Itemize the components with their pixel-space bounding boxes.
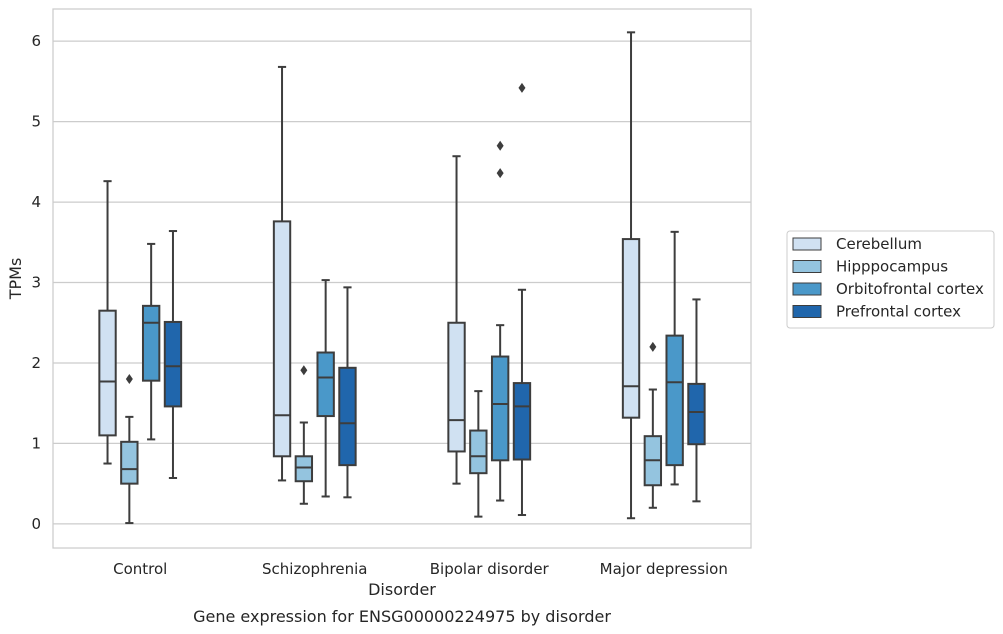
outlier-point — [300, 365, 308, 376]
x-axis-ticks: Control Schizophrenia Bipolar disorder Majo… — [113, 560, 728, 578]
y-tick-label: 0 — [31, 515, 41, 533]
legend-frame — [786, 230, 995, 329]
outlier-point — [125, 374, 133, 385]
y-tick-label: 2 — [31, 354, 41, 372]
box-plot — [447, 155, 466, 485]
y-tick-label: 4 — [31, 193, 41, 211]
legend-label: Orbitofrontal cortex — [836, 280, 984, 298]
box-plot — [643, 341, 663, 509]
legend-swatch — [792, 305, 822, 318]
box-plot — [294, 365, 314, 505]
box-plot — [621, 31, 641, 520]
box-plot — [338, 286, 357, 499]
x-tick-label: Bipolar disorder — [430, 560, 550, 578]
boxes — [98, 31, 706, 525]
box-body — [621, 238, 641, 419]
box-plot — [98, 180, 117, 465]
legend-label: Cerebellum — [836, 235, 922, 253]
box-body — [512, 382, 532, 461]
legend-label: Prefrontal cortex — [836, 303, 961, 321]
legend-swatch — [792, 260, 822, 273]
box-body — [141, 304, 161, 382]
plot-area-frame — [52, 8, 752, 549]
chart-caption: Gene expression for ENSG00000224975 by d… — [193, 607, 611, 626]
outlier-point — [518, 82, 526, 93]
legend-swatch — [792, 282, 822, 296]
box-plot — [316, 279, 335, 498]
box-plot — [469, 390, 488, 518]
legend-item: Prefrontal cortex — [792, 303, 961, 321]
y-tick-label: 6 — [31, 32, 41, 50]
legend-swatch — [792, 237, 822, 251]
outlier-point — [496, 140, 504, 151]
box-plot — [665, 230, 684, 486]
outlier-point — [496, 168, 504, 179]
box-plot — [163, 230, 183, 480]
legend-item: Cerebellum — [792, 235, 922, 253]
box-body — [490, 355, 510, 462]
box-body — [294, 455, 314, 483]
box-plot — [490, 140, 510, 502]
box-body — [98, 309, 117, 437]
box-body — [316, 351, 335, 418]
box-plot — [512, 82, 532, 517]
box-body — [338, 366, 357, 467]
box-body — [687, 382, 706, 446]
y-tick-label: 5 — [31, 113, 41, 131]
box-body — [272, 220, 292, 458]
box-body — [469, 429, 488, 475]
x-tick-label: Schizophrenia — [262, 560, 367, 578]
box-plot — [687, 298, 706, 503]
x-axis-label: Disorder — [368, 580, 436, 599]
legend: Cerebellum Hipppocampus Orbitofrontal cort… — [786, 230, 995, 329]
box-plot — [272, 65, 292, 482]
legend-label: Hipppocampus — [836, 258, 948, 276]
box-body — [120, 440, 139, 485]
y-tick-label: 1 — [31, 434, 41, 452]
legend-item: Orbitofrontal cortex — [792, 280, 984, 298]
x-tick-label: Major depression — [600, 560, 728, 578]
x-tick-label: Control — [113, 560, 167, 578]
box-body — [665, 334, 684, 467]
y-axis-label: TPMs — [6, 258, 25, 301]
y-axis-ticks: 0 1 2 3 4 5 6 — [31, 32, 41, 533]
legend-item: Hipppocampus — [792, 258, 948, 276]
y-tick-label: 3 — [31, 274, 41, 292]
box-plot — [141, 242, 161, 441]
box-body — [163, 320, 183, 408]
box-body — [447, 321, 466, 453]
outlier-point — [649, 341, 657, 352]
box-plot — [120, 374, 139, 525]
